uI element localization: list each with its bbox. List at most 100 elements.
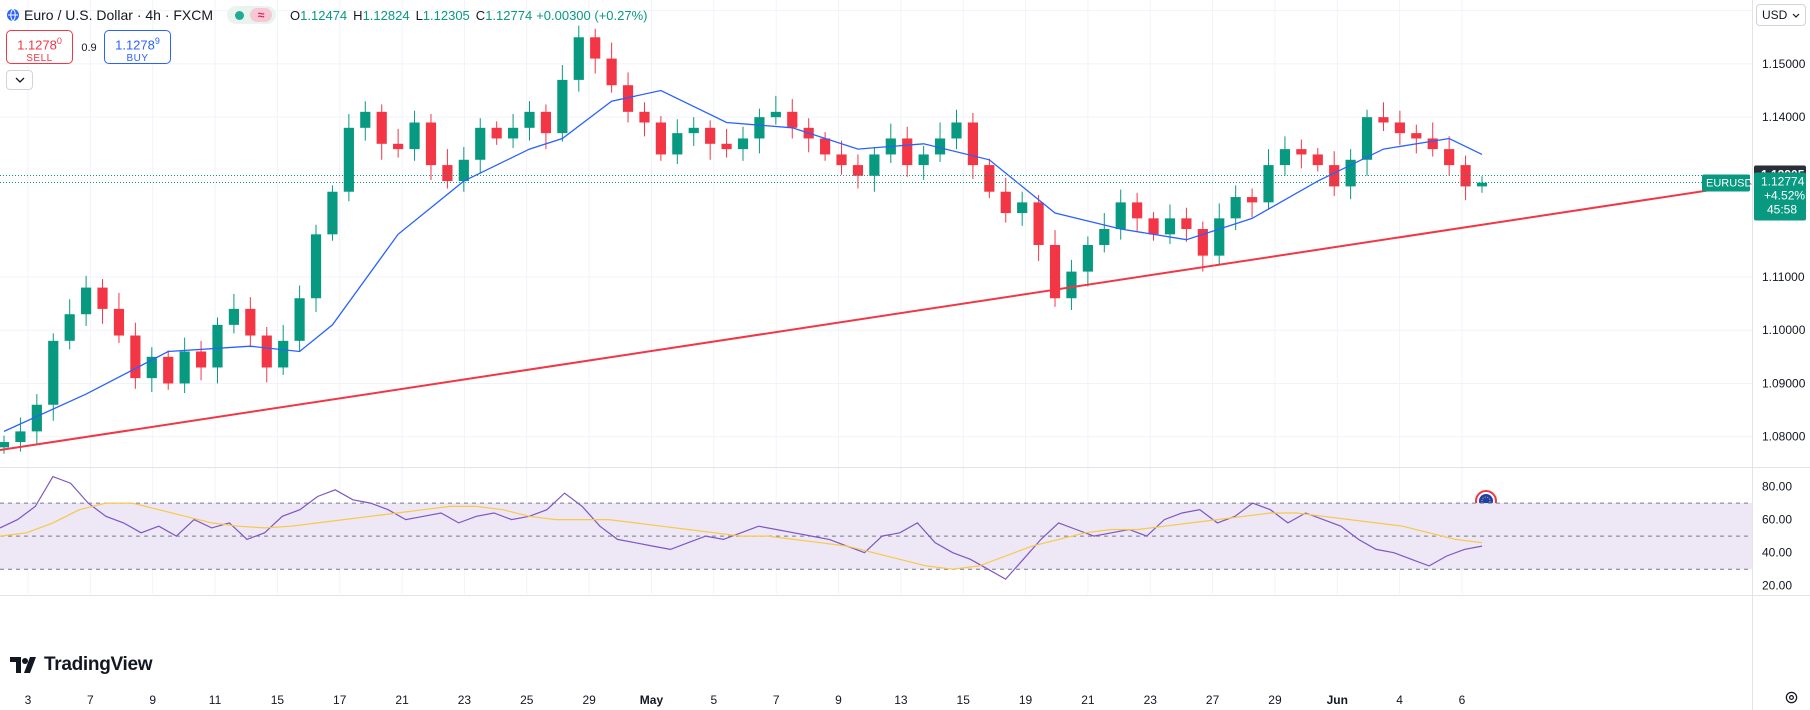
wave-icon[interactable]: ≈ xyxy=(250,8,273,22)
candle-body xyxy=(1378,117,1389,123)
ohlc-high-value: 1.12824 xyxy=(362,7,410,23)
logo-text: TradingView xyxy=(44,654,153,675)
price-axis-label: 1.11000 xyxy=(1762,270,1805,284)
time-axis-label: 27 xyxy=(1206,693,1220,707)
candle-body xyxy=(360,111,371,128)
chevron-down-icon xyxy=(1792,13,1800,18)
candle-body xyxy=(1197,229,1208,256)
candle-body xyxy=(212,324,223,368)
candle-body xyxy=(1214,218,1225,256)
candle-body xyxy=(146,356,157,379)
ohlc-close-value: 1.12774 xyxy=(485,7,533,23)
settings-button[interactable] xyxy=(1780,686,1802,708)
rsi-axis-label: 20.00 xyxy=(1762,579,1792,593)
time-axis-label: 23 xyxy=(458,693,472,707)
spread-value: 0.9 xyxy=(81,42,97,54)
candle-body xyxy=(1411,133,1422,139)
candle-body xyxy=(393,143,404,150)
candle-body xyxy=(458,159,469,182)
candle-body xyxy=(31,404,42,432)
ohlc-change: +0.00300 (+0.27%) xyxy=(536,7,648,23)
ohlc-low-key: L xyxy=(415,7,423,23)
candle-body xyxy=(113,308,125,336)
candle-body xyxy=(278,340,289,368)
rsi-axis-label: 80.00 xyxy=(1762,480,1792,494)
candle-body xyxy=(639,111,650,123)
candle-body xyxy=(754,117,765,139)
candle-body xyxy=(1017,202,1028,214)
candle-body xyxy=(130,335,141,379)
candle-body xyxy=(81,287,92,315)
candle-body xyxy=(902,138,913,166)
rsi-band xyxy=(0,503,1752,570)
time-axis-label: 21 xyxy=(1081,693,1095,707)
rsi-axis-label: 60.00 xyxy=(1762,513,1792,527)
last-price-value: 1.12774 xyxy=(1761,174,1805,188)
candle-body xyxy=(409,122,420,150)
symbol-title[interactable]: Euro / U.S. Dollar · 4h · FXCM xyxy=(24,7,214,23)
candle-body xyxy=(1132,202,1143,219)
ohlc-close-key: C xyxy=(475,7,486,23)
gear-icon xyxy=(1785,691,1797,703)
candle-body xyxy=(967,122,979,166)
candle-body xyxy=(1181,218,1192,230)
candle-body xyxy=(195,351,207,368)
candle-body xyxy=(179,351,190,384)
candle-body xyxy=(1099,229,1110,245)
candle-body xyxy=(1033,202,1044,245)
tradingview-logo-icon xyxy=(10,657,36,673)
candle-body xyxy=(1296,149,1307,155)
collapse-legend-button[interactable] xyxy=(6,70,33,90)
time-axis-label: 11 xyxy=(209,693,222,707)
sell-label: SELL xyxy=(26,53,53,65)
candle-body xyxy=(524,111,535,128)
candle-body xyxy=(376,111,387,144)
candle-body xyxy=(820,138,831,155)
trendline xyxy=(0,182,1753,452)
time-axis-label: 23 xyxy=(1144,693,1158,707)
price-axis-label: 1.15000 xyxy=(1762,57,1806,71)
candle-body xyxy=(770,111,781,118)
rsi-axis-label: 40.00 xyxy=(1762,546,1792,560)
candle-body xyxy=(425,122,437,166)
time-axis-label: 29 xyxy=(582,693,596,707)
last-price-countdown: 45:58 xyxy=(1767,202,1797,216)
candle-body xyxy=(540,111,552,134)
candle-body xyxy=(1263,165,1274,203)
time-axis-label: 19 xyxy=(1019,693,1033,707)
candle-body xyxy=(343,127,354,192)
buy-price: 1.12789 xyxy=(115,36,160,53)
status-pill[interactable]: ≈ xyxy=(227,6,277,24)
time-axis-label: Jun xyxy=(1327,693,1348,707)
candle-body xyxy=(606,58,617,86)
moving-average-line xyxy=(3,89,1483,432)
candle-body xyxy=(984,165,995,192)
last-price-tag xyxy=(1754,172,1806,221)
candle-body xyxy=(557,79,568,134)
candle-body xyxy=(918,154,929,166)
time-axis-label: 3 xyxy=(25,693,32,707)
candle-body xyxy=(1427,138,1438,150)
candle-body xyxy=(475,127,486,160)
candle-body xyxy=(705,127,716,144)
candle-body xyxy=(163,356,174,384)
time-axis-label: 21 xyxy=(395,693,409,707)
time-axis-label: 17 xyxy=(333,693,347,707)
candle-body xyxy=(1394,122,1405,134)
chevron-down-icon xyxy=(15,77,24,83)
price-axis-label: 1.08000 xyxy=(1762,430,1806,444)
candle-body xyxy=(261,335,272,368)
candle-body xyxy=(934,138,946,155)
buy-button[interactable]: 1.12789 BUY xyxy=(104,30,171,64)
sell-button[interactable]: 1.12780 SELL xyxy=(6,30,73,64)
candle-body xyxy=(1329,165,1340,187)
candle-body xyxy=(1115,202,1126,230)
candle-body xyxy=(573,37,584,80)
candle-body xyxy=(294,298,305,341)
candle-body xyxy=(836,154,847,166)
currency-select[interactable]: USD xyxy=(1756,4,1806,26)
tradingview-logo[interactable]: TradingView xyxy=(10,654,153,676)
candle-body xyxy=(672,133,683,155)
time-axis-label: May xyxy=(640,693,664,707)
